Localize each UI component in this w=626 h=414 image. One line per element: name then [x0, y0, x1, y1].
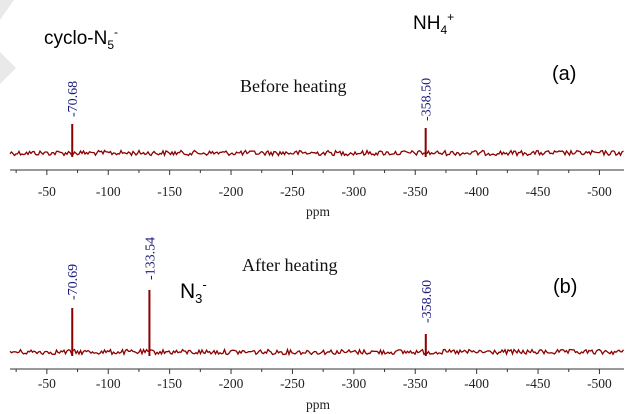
ion-label-nh4: NH4+ [413, 10, 454, 37]
tick-label: -50 [38, 184, 56, 199]
condition-label-b: After heating [242, 255, 337, 275]
peak-label: -358.50 [420, 78, 435, 121]
decorative-shape [0, 0, 14, 20]
panel-label-a: (a) [552, 63, 576, 85]
peak-label: -358.60 [420, 280, 435, 323]
tick-label: -150 [157, 184, 182, 199]
ion-text: NH [413, 13, 440, 34]
spectrum-baseline [9, 347, 625, 357]
ion-subscript: 5 [107, 38, 114, 52]
peak-label: -70.69 [66, 264, 81, 300]
tick-label: -50 [38, 376, 56, 391]
ion-subscript: 4 [440, 23, 447, 37]
tick-label: -100 [96, 376, 121, 391]
ion-text: N [180, 280, 195, 303]
spectrum-trace-a [9, 148, 624, 158]
ion-text: cyclo-N [44, 28, 107, 49]
peak-lines-b: -70.69 -133.54 -358.60 [66, 237, 435, 356]
peak-lines-a: -70.68 -358.50 [66, 78, 435, 157]
decorative-shape [0, 52, 16, 84]
tick-label: -250 [280, 184, 305, 199]
ion-label-n3: N3- [180, 277, 207, 306]
tick-label: -150 [157, 376, 182, 391]
spectrum-trace-b [9, 347, 625, 357]
x-ticks-a: -50 -100 -150 -200 -250 -300 -350 -400 -450 -500 [15, 170, 612, 199]
tick-label: -450 [526, 376, 551, 391]
x-ticks-b: -50 -100 -150 -200 -250 -300 -350 -400 -450 -500 [15, 369, 612, 391]
tick-label: -400 [464, 184, 489, 199]
x-axis-label-b: ppm [306, 397, 331, 412]
ion-superscript: - [114, 25, 118, 39]
condition-label-a: Before heating [240, 76, 346, 96]
tick-label: -300 [341, 376, 366, 391]
tick-label: -350 [403, 184, 428, 199]
ion-superscript: + [447, 10, 454, 24]
panel-a: -70.68 -358.50 -50 -100 -150 -200 -250 -300 -35… [9, 10, 624, 219]
tick-label: -500 [587, 184, 612, 199]
panel-label-b: (b) [553, 276, 577, 298]
tick-label: -300 [341, 184, 366, 199]
tick-label: -200 [219, 184, 244, 199]
ion-superscript: - [202, 277, 206, 292]
peak-label: -70.68 [66, 81, 81, 117]
tick-label: -350 [403, 376, 428, 391]
tick-label: -200 [219, 376, 244, 391]
ion-label-cyclo-n5: cyclo-N5- [44, 25, 118, 52]
peak-label: -133.54 [143, 237, 158, 280]
tick-label: -100 [96, 184, 121, 199]
panel-b: -70.69 -133.54 -358.60 -50 -100 -150 -200 -250… [9, 237, 625, 412]
ion-subscript: 3 [195, 291, 202, 306]
tick-label: -250 [280, 376, 305, 391]
tick-label: -500 [587, 376, 612, 391]
tick-label: -400 [464, 376, 489, 391]
tick-label: -450 [526, 184, 551, 199]
x-axis-label-a: ppm [306, 204, 331, 219]
spectrum-baseline [9, 148, 624, 158]
